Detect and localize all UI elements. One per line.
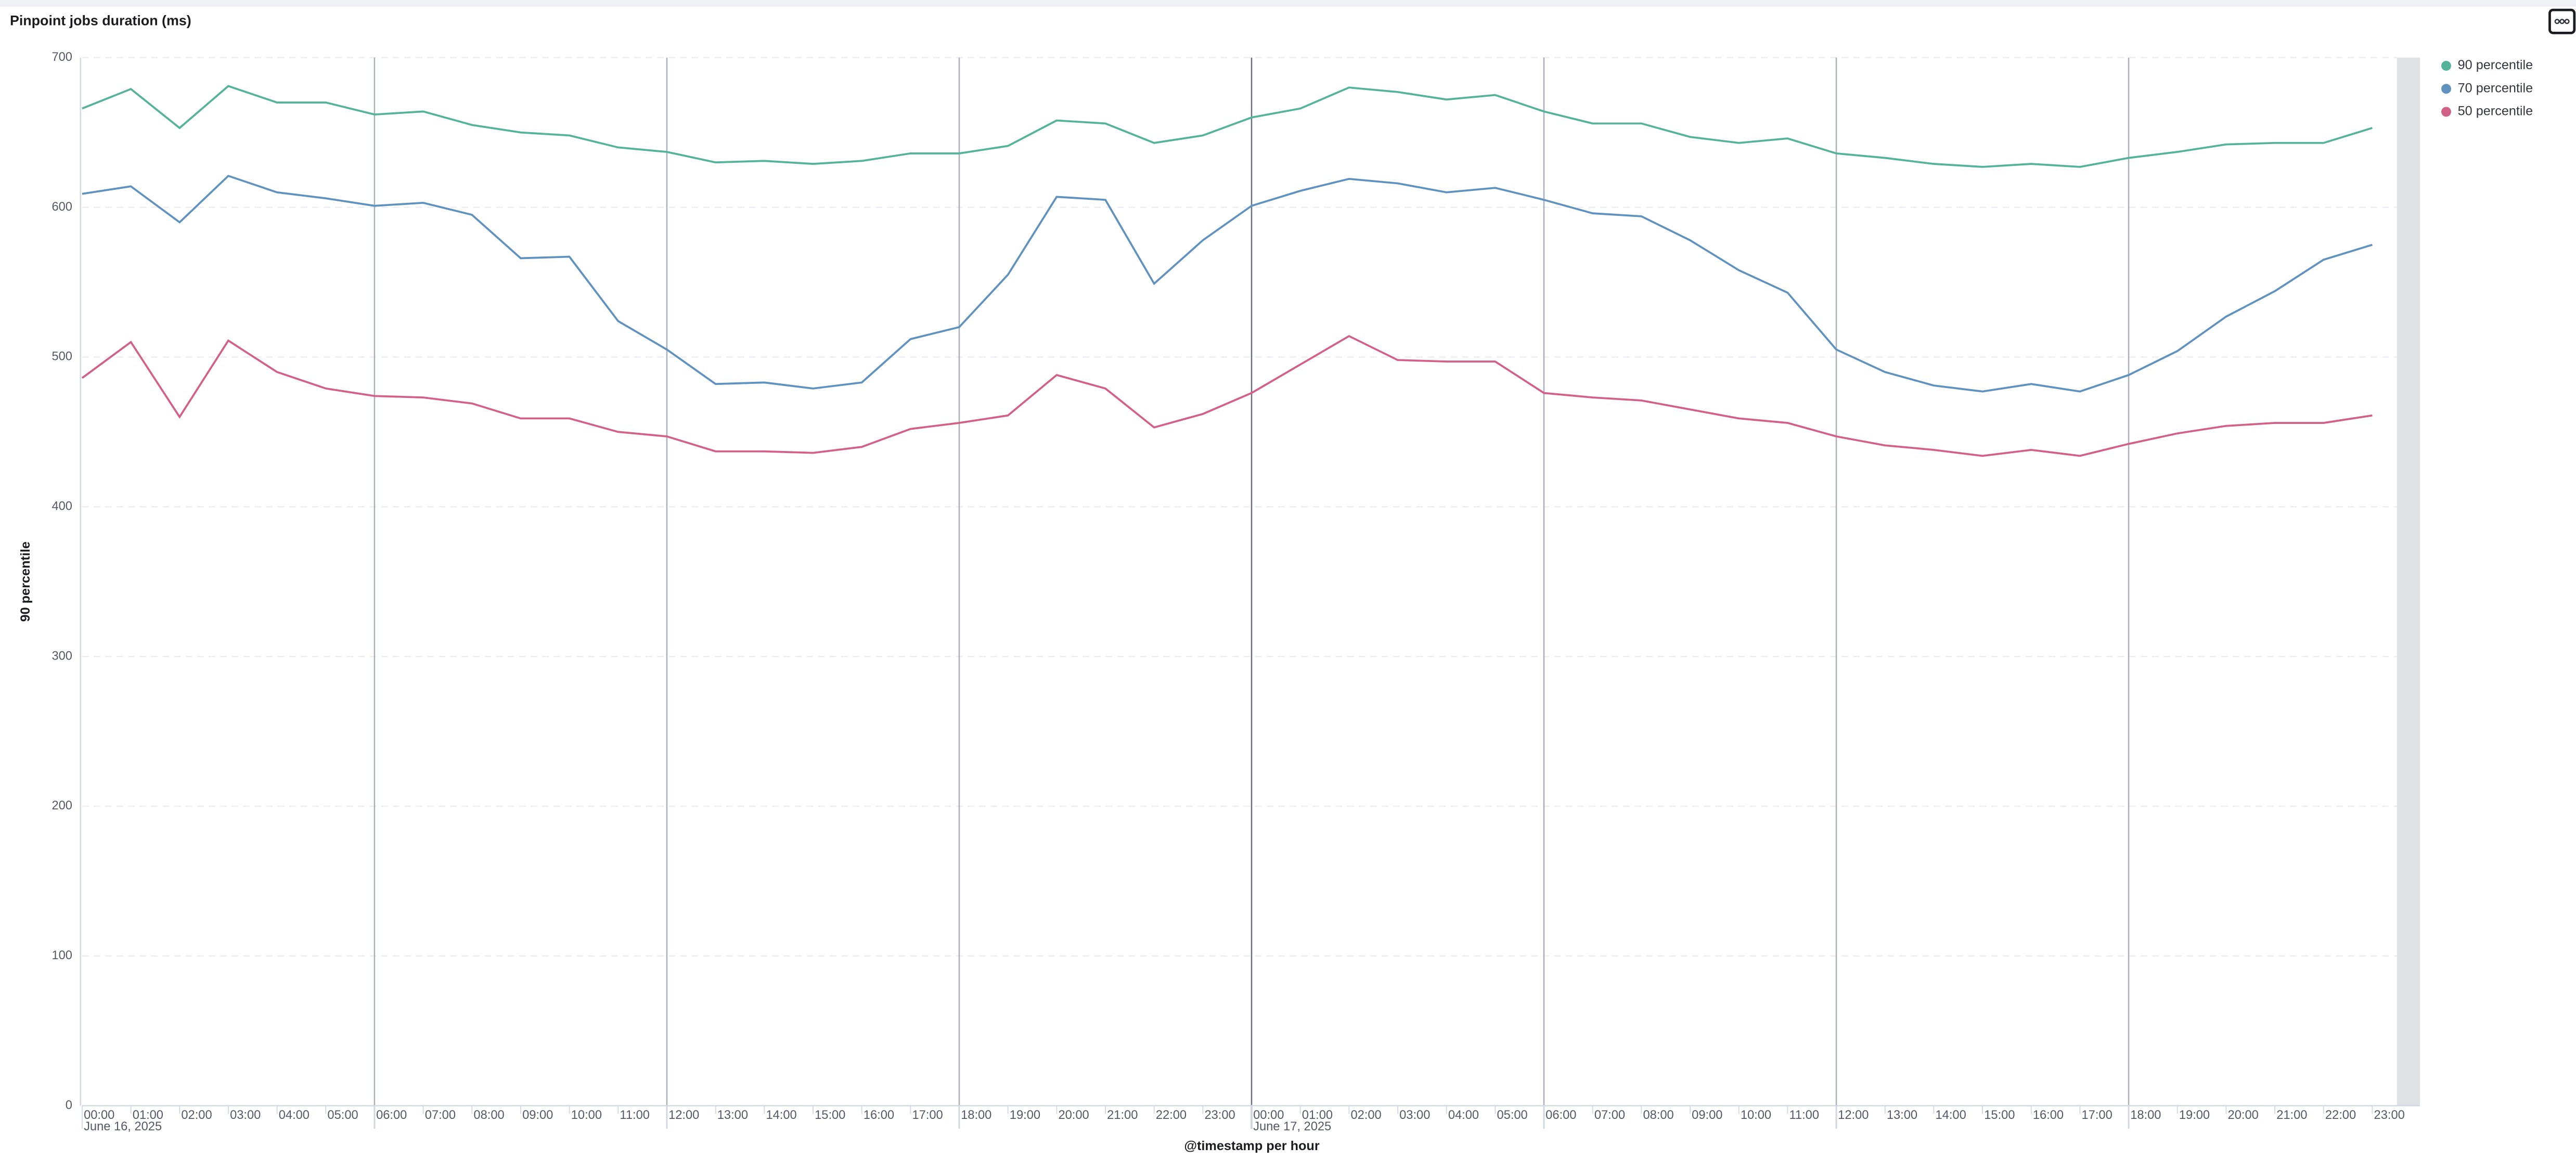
y-tick-label: 0 — [66, 1099, 72, 1112]
x-tick-label: 19:00 — [2179, 1109, 2210, 1122]
top-strip — [0, 0, 2576, 7]
end-band — [2397, 57, 2420, 1106]
series-line — [82, 174, 2373, 393]
legend-label: 50 percentile — [2458, 104, 2533, 119]
x-tick-label: 01:00 — [133, 1109, 163, 1122]
legend-label: 70 percentile — [2458, 81, 2533, 95]
series-line — [82, 85, 2373, 168]
x-tick-label: 22:00 — [2325, 1109, 2356, 1122]
x-tick-label: 13:00 — [717, 1109, 748, 1122]
x-tick-label: 20:00 — [1058, 1109, 1089, 1122]
y-tick-label: 500 — [51, 350, 72, 364]
legend-swatch — [2441, 107, 2451, 117]
x-tick-label: 04:00 — [1448, 1109, 1479, 1122]
x-tick-label: 18:00 — [2130, 1109, 2161, 1122]
menu-dot — [2564, 19, 2570, 24]
x-tick-label: 07:00 — [425, 1109, 456, 1122]
chart-title: Pinpoint jobs duration (ms) — [10, 12, 191, 28]
x-tick-label: 05:00 — [1497, 1109, 1527, 1122]
x-tick-label: 10:00 — [571, 1109, 602, 1122]
y-tick-label: 200 — [51, 799, 72, 813]
x-tick-label: 03:00 — [230, 1109, 261, 1122]
x-tick-label: 15:00 — [815, 1109, 845, 1122]
x-tick-label: 05:00 — [327, 1109, 358, 1122]
x-tick-label: 11:00 — [620, 1109, 649, 1122]
menu-dot — [2554, 19, 2560, 24]
x-tick-label: 19:00 — [1010, 1109, 1040, 1122]
x-tick-label: 23:00 — [2374, 1109, 2405, 1122]
x-tick-label: 12:00 — [1838, 1109, 1869, 1122]
x-tick-label: 06:00 — [1545, 1109, 1576, 1122]
x-axis-title: @timestamp per hour — [1184, 1139, 1320, 1153]
x-tick-label: 17:00 — [2082, 1109, 2113, 1122]
x-tick-label: 04:00 — [279, 1109, 310, 1122]
y-tick-label: 400 — [51, 499, 72, 513]
x-tick-label: 02:00 — [1350, 1109, 1381, 1122]
x-tick-label: 23:00 — [1204, 1109, 1235, 1122]
x-tick-label: 08:00 — [1643, 1109, 1673, 1122]
legend-swatch — [2441, 84, 2451, 94]
y-tick-label: 700 — [51, 50, 72, 64]
x-tick-label: 13:00 — [1887, 1109, 1917, 1122]
x-tick-label: 11:00 — [1789, 1109, 1819, 1122]
x-tick-label: 03:00 — [1399, 1109, 1430, 1122]
x-tick-label: 00:00 — [84, 1109, 114, 1122]
x-tick-label: 09:00 — [1692, 1109, 1722, 1122]
legend-swatch — [2441, 61, 2451, 71]
y-tick-label: 100 — [51, 949, 72, 962]
x-tick-label: 20:00 — [2228, 1109, 2259, 1122]
x-tick-label: 12:00 — [668, 1109, 699, 1122]
x-tick-label: 10:00 — [1741, 1109, 1771, 1122]
x-tick-label: 16:00 — [864, 1109, 894, 1122]
x-tick-label: 14:00 — [766, 1109, 796, 1122]
x-tick-label: 21:00 — [1107, 1109, 1138, 1122]
date-label: June 17, 2025 — [1253, 1120, 1331, 1133]
date-label: June 16, 2025 — [84, 1120, 162, 1133]
x-tick-label: 21:00 — [2276, 1109, 2307, 1122]
x-tick-label: 17:00 — [912, 1109, 943, 1122]
x-tick-label: 08:00 — [473, 1109, 504, 1122]
x-tick-label: 22:00 — [1156, 1109, 1187, 1122]
x-tick-label: 07:00 — [1594, 1109, 1625, 1122]
x-tick-label: 18:00 — [961, 1109, 991, 1122]
x-tick-label: 02:00 — [181, 1109, 212, 1122]
x-tick-label: 16:00 — [2033, 1109, 2064, 1122]
legend-label: 90 percentile — [2458, 58, 2533, 72]
menu-button[interactable] — [2548, 8, 2576, 34]
y-tick-label: 300 — [51, 649, 72, 663]
x-tick-label: 01:00 — [1302, 1109, 1333, 1122]
series-line — [81, 334, 2373, 457]
menu-dot — [2559, 19, 2565, 24]
x-tick-label: 06:00 — [376, 1109, 407, 1122]
y-tick-label: 600 — [51, 200, 72, 214]
menu-frame[interactable] — [2548, 8, 2576, 34]
x-tick-label: 14:00 — [1936, 1109, 1966, 1122]
x-tick-label: 09:00 — [522, 1109, 553, 1122]
y-axis-title: 90 percentile — [18, 542, 33, 622]
x-tick-label: 15:00 — [1984, 1109, 2015, 1122]
x-tick-label: 00:00 — [1253, 1109, 1284, 1122]
